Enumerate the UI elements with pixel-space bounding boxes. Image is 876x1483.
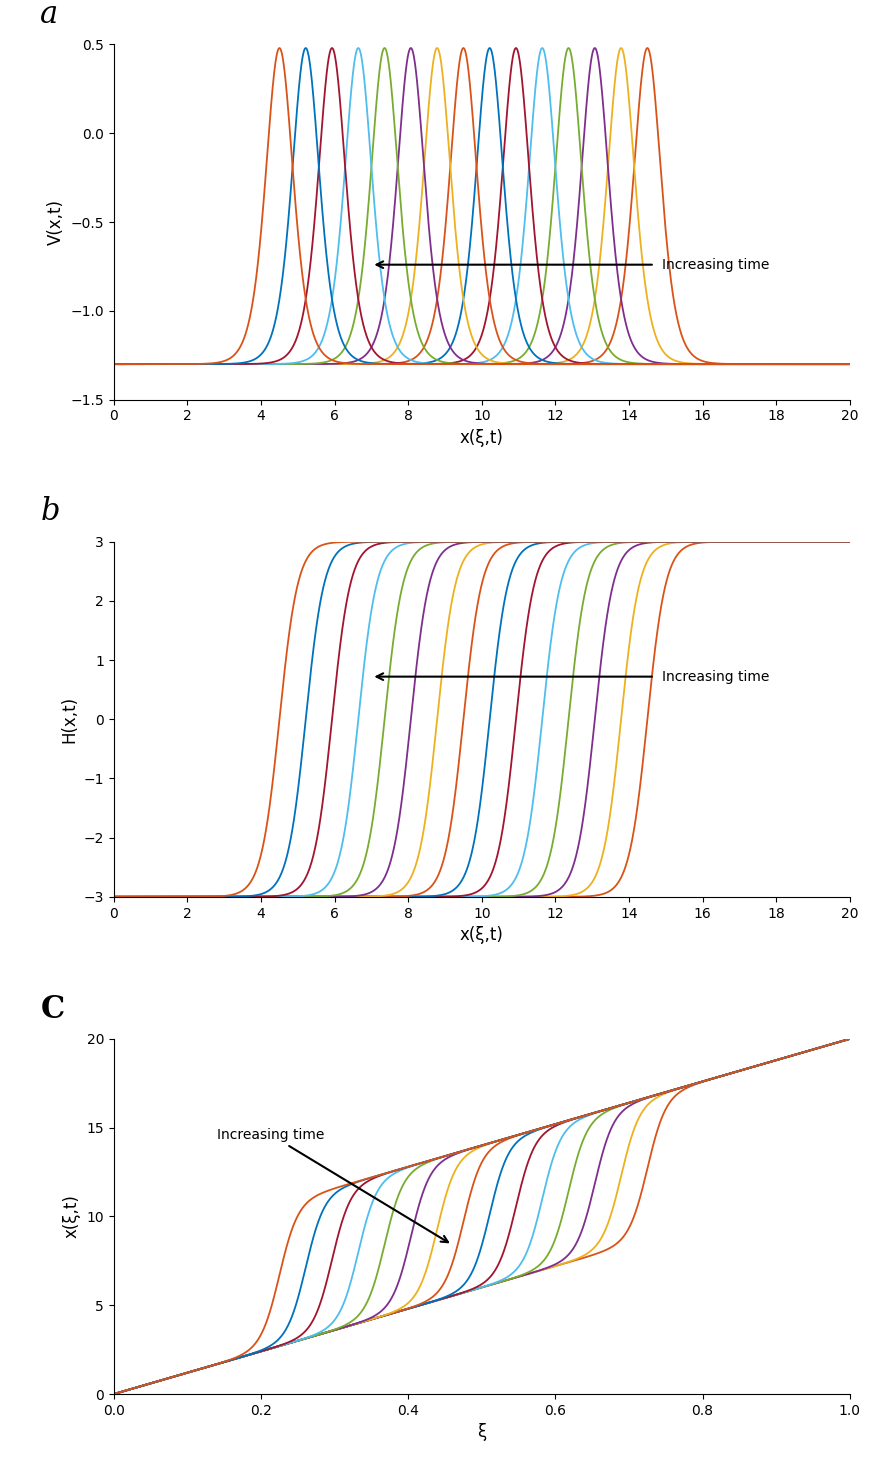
Text: Increasing time: Increasing time — [662, 670, 769, 684]
X-axis label: x(ξ,t): x(ξ,t) — [460, 429, 504, 446]
Y-axis label: V(x,t): V(x,t) — [47, 199, 65, 245]
Text: a: a — [40, 0, 59, 30]
Text: Increasing time: Increasing time — [662, 258, 769, 271]
Text: b: b — [40, 497, 60, 528]
X-axis label: ξ: ξ — [477, 1424, 486, 1441]
X-axis label: x(ξ,t): x(ξ,t) — [460, 925, 504, 945]
Text: Increasing time: Increasing time — [217, 1127, 448, 1243]
Text: C: C — [40, 994, 65, 1025]
Y-axis label: x(ξ,t): x(ξ,t) — [63, 1194, 81, 1238]
Y-axis label: H(x,t): H(x,t) — [60, 696, 78, 743]
